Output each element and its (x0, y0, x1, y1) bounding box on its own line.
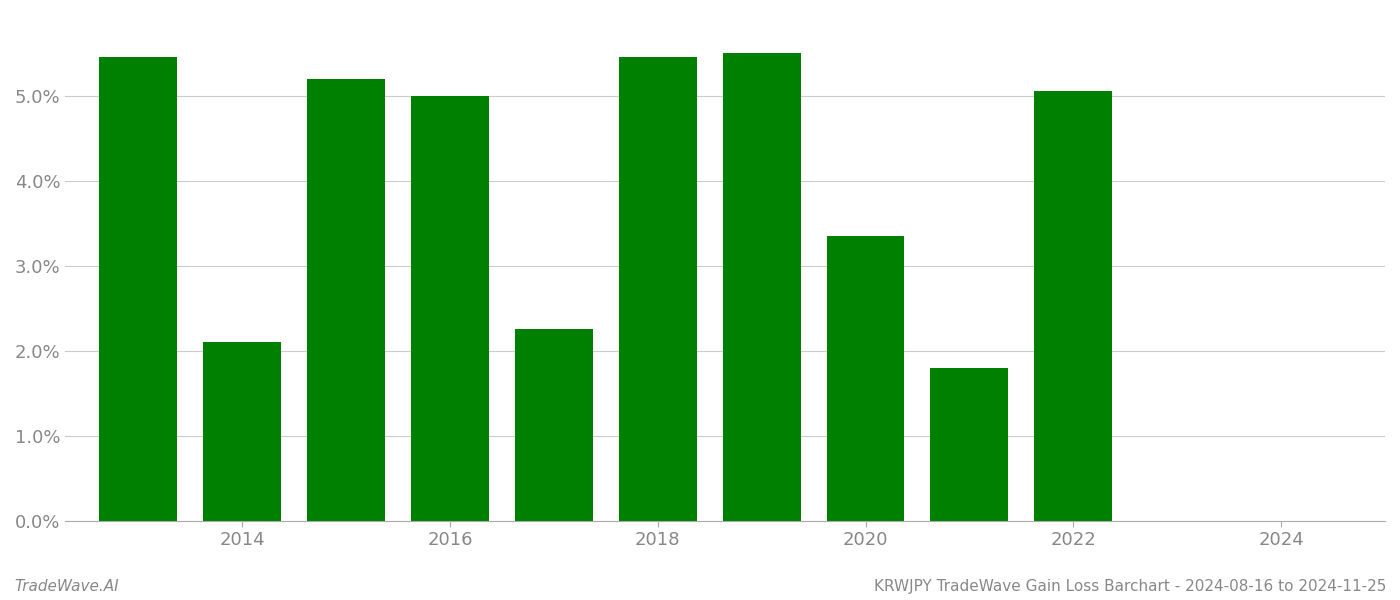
Bar (1035, 91, 1112, 521)
Bar (307, 79, 385, 521)
Bar (931, 368, 1008, 521)
Bar (412, 96, 489, 521)
Bar (619, 58, 697, 521)
Bar (722, 53, 801, 521)
Bar (203, 342, 281, 521)
Bar (515, 329, 592, 521)
Bar (99, 58, 178, 521)
Bar (826, 236, 904, 521)
Text: KRWJPY TradeWave Gain Loss Barchart - 2024-08-16 to 2024-11-25: KRWJPY TradeWave Gain Loss Barchart - 20… (874, 579, 1386, 594)
Text: TradeWave.AI: TradeWave.AI (14, 579, 119, 594)
